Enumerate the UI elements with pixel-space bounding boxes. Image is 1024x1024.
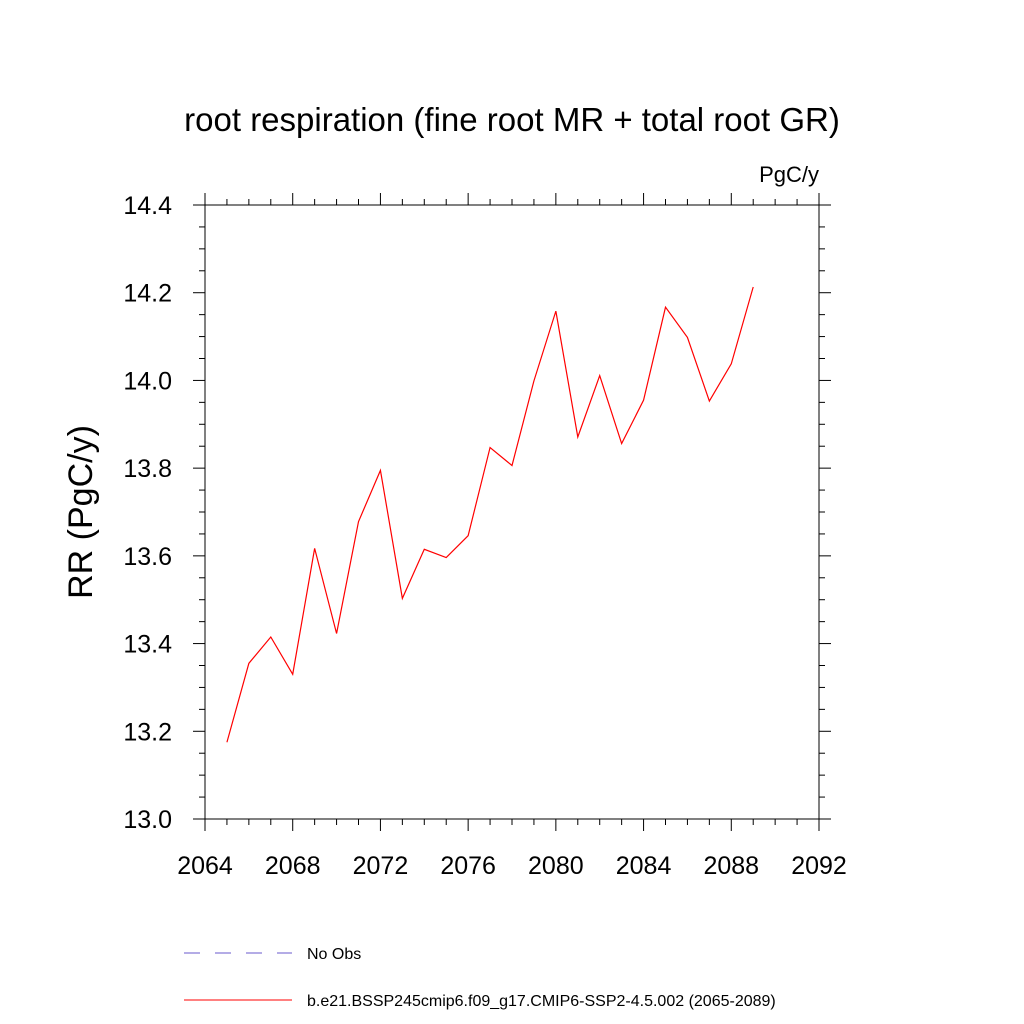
x-tick-label: 2064 (177, 852, 233, 880)
y-tick-label: 13.0 (123, 806, 172, 834)
axis-ticks (193, 193, 831, 831)
chart-title: root respiration (fine root MR + total r… (184, 101, 840, 138)
legend-label: No Obs (307, 946, 361, 963)
y-tick-label: 13.8 (123, 455, 172, 483)
y-tick-label: 14.2 (123, 280, 172, 308)
y-tick-labels: 13.0 13.2 13.4 13.6 13.8 14.0 14.2 14.4 (123, 192, 172, 834)
x-tick-label: 2072 (353, 852, 409, 880)
x-tick-label: 2068 (265, 852, 321, 880)
legend: No Obs b.e21.BSSP245cmip6.f09_g17.CMIP6-S… (184, 946, 776, 1010)
y-tick-label: 13.6 (123, 543, 172, 571)
y-tick-label: 14.0 (123, 367, 172, 395)
legend-label: b.e21.BSSP245cmip6.f09_g17.CMIP6-SSP2-4.… (307, 993, 776, 1010)
y-tick-label: 14.4 (123, 192, 172, 220)
series-line (226, 286, 754, 743)
x-tick-label: 2084 (616, 852, 672, 880)
plot-frame (204, 204, 820, 820)
x-tick-label: 2076 (440, 852, 496, 880)
y-tick-label: 13.4 (123, 631, 172, 659)
units-label: PgC/y (759, 162, 819, 187)
x-tick-label: 2092 (791, 852, 847, 880)
x-tick-label: 2088 (703, 852, 759, 880)
y-tick-label: 13.2 (123, 718, 172, 746)
y-axis-label: RR (PgC/y) (62, 425, 100, 599)
x-tick-labels: 2064 2068 2072 2076 2080 2084 2088 2092 (177, 852, 847, 880)
x-tick-label: 2080 (528, 852, 584, 880)
series-layer (226, 286, 754, 743)
